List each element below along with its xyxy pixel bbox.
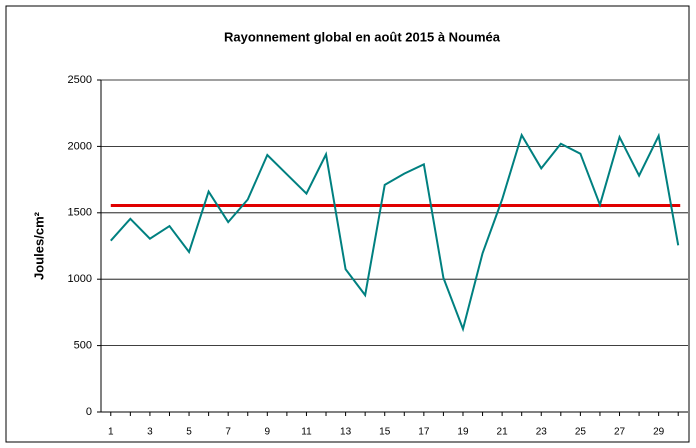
x-tick-label: 13 bbox=[340, 427, 352, 438]
y-tick-label: 2000 bbox=[68, 140, 92, 152]
x-tick-label: 17 bbox=[418, 427, 430, 438]
x-tick-label: 11 bbox=[301, 427, 312, 438]
x-tick-label: 5 bbox=[186, 427, 192, 438]
x-tick-label: 25 bbox=[575, 427, 587, 438]
y-tick-label: 1500 bbox=[68, 207, 92, 219]
chart-border bbox=[5, 5, 690, 443]
x-tick-label: 27 bbox=[614, 427, 626, 438]
y-tick-label: 1000 bbox=[68, 273, 92, 285]
x-tick-label: 9 bbox=[265, 427, 271, 438]
y-tick-label: 500 bbox=[74, 340, 92, 352]
x-tick-label: 21 bbox=[497, 427, 509, 438]
x-tick-label: 1 bbox=[108, 427, 114, 438]
y-tick-label: 2500 bbox=[68, 74, 92, 86]
y-axis-label: Joules/cm² bbox=[31, 211, 46, 280]
x-tick-label: 7 bbox=[225, 427, 231, 438]
chart-title: Rayonnement global en août 2015 à Nouméa bbox=[224, 29, 501, 44]
series-line bbox=[110, 132, 680, 333]
x-tick-label: 19 bbox=[457, 427, 469, 438]
y-tick-label: 0 bbox=[86, 406, 92, 418]
x-tick-label: 23 bbox=[536, 427, 548, 438]
x-tick-label: 15 bbox=[379, 427, 391, 438]
x-tick-label: 29 bbox=[653, 427, 665, 438]
x-tick-label: 3 bbox=[147, 427, 153, 438]
